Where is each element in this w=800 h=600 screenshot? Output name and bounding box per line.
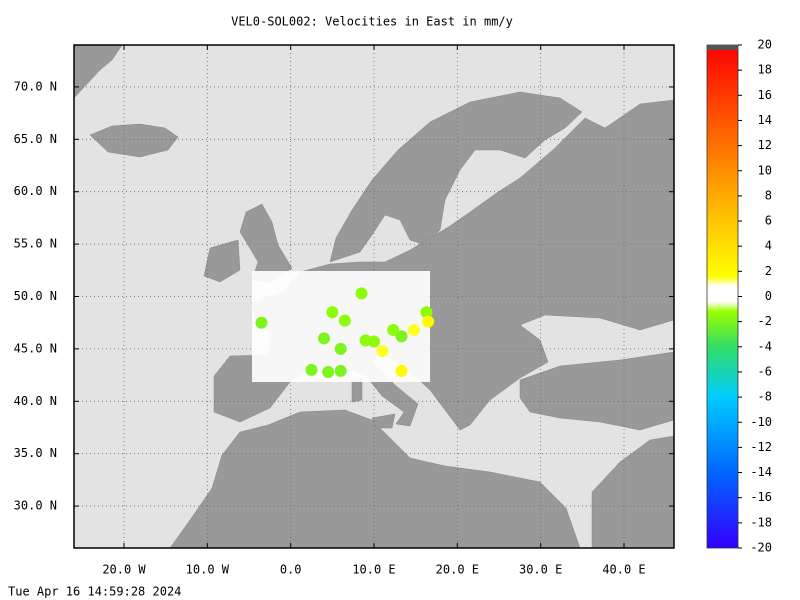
velocity-point — [395, 330, 408, 343]
y-tick-label: 35.0 N — [14, 446, 57, 460]
y-tick-label: 55.0 N — [14, 237, 57, 251]
colorbar-label: 2 — [765, 264, 772, 278]
x-tick-label: 20.0 W — [102, 563, 146, 577]
colorbar-label: 6 — [765, 214, 772, 228]
y-tick-label: 40.0 N — [14, 394, 57, 408]
y-tick-label: 45.0 N — [14, 341, 57, 355]
y-tick-label: 70.0 N — [14, 79, 57, 93]
title: VEL0-SOL002: Velocities in East in mm/y — [231, 15, 513, 29]
colorbar-label: 4 — [765, 239, 772, 253]
colorbar-label: -2 — [758, 314, 772, 328]
velocity-points — [255, 287, 435, 378]
colorbar-label: -16 — [750, 490, 772, 504]
colorbar-label: 16 — [758, 88, 772, 102]
colorbar-label: -12 — [750, 440, 772, 454]
velocity-point — [322, 365, 335, 378]
colorbar-label: 20 — [758, 38, 772, 52]
colorbar-label: -4 — [758, 339, 772, 353]
x-tick-label: 10.0 W — [186, 563, 230, 577]
colorbar-label: 0 — [765, 289, 772, 303]
velocity-point — [326, 306, 339, 319]
y-tick-label: 30.0 N — [14, 499, 57, 513]
colorbar-label: 14 — [758, 113, 772, 127]
velocity-point — [355, 287, 368, 300]
colorbar-label: -6 — [758, 364, 772, 378]
velocity-point — [395, 364, 408, 377]
colorbar-label: 8 — [765, 188, 772, 202]
velocity-point — [387, 324, 400, 337]
timestamp: Tue Apr 16 14:59:28 2024 — [8, 585, 181, 599]
colorbar-label: 10 — [758, 163, 772, 177]
colorbar-cap — [707, 45, 738, 50]
y-tick-label: 65.0 N — [14, 132, 57, 146]
colorbar — [706, 44, 739, 549]
x-tick-label: 30.0 E — [519, 563, 562, 577]
velocity-point — [305, 363, 318, 376]
y-tick-label: 60.0 N — [14, 184, 57, 198]
velocity-point — [420, 306, 433, 319]
graticule — [74, 45, 674, 548]
velocity-point — [334, 364, 347, 377]
colorbar-label: -10 — [750, 415, 772, 429]
colorbar-label: 18 — [758, 63, 772, 77]
x-tick-label: 40.0 E — [602, 563, 645, 577]
velocity-point — [422, 315, 435, 328]
velocity-point — [376, 344, 389, 357]
velocity-point — [368, 335, 380, 348]
study-area — [252, 271, 430, 382]
colorbar-label: -14 — [750, 465, 772, 479]
velocity-point — [338, 314, 351, 327]
colorbar-label: -18 — [750, 515, 772, 529]
x-tick-label: 10.0 E — [352, 563, 395, 577]
y-tick-label: 50.0 N — [14, 289, 57, 303]
velocity-point — [334, 342, 347, 355]
velocity-point — [408, 324, 420, 337]
colorbar-label: -20 — [750, 541, 772, 555]
x-tick-label: 0.0 — [280, 563, 302, 577]
velocity-point — [318, 332, 330, 345]
colorbar-label: -8 — [758, 390, 772, 404]
colorbar-label: 12 — [758, 138, 772, 152]
x-tick-label: 20.0 E — [436, 563, 479, 577]
velocity-point — [255, 316, 268, 329]
